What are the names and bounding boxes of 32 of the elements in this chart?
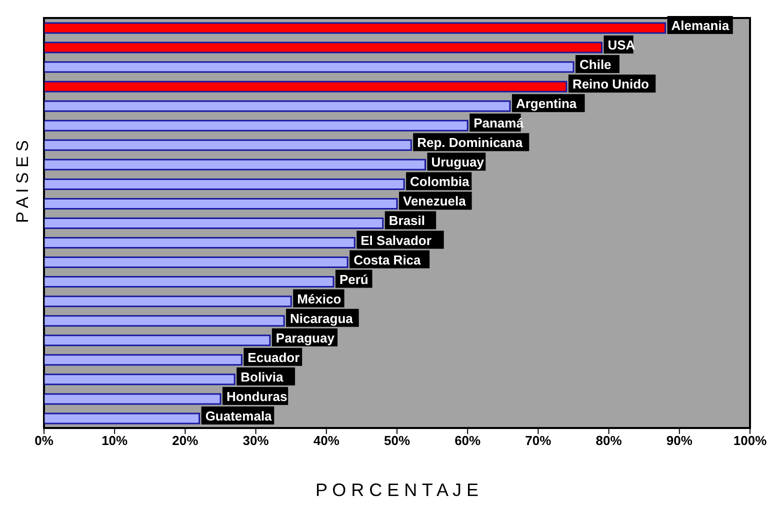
x-tick-label: 20% — [172, 433, 199, 448]
y-tick-label: Chile — [580, 57, 612, 72]
y-tick-label: Colombia — [410, 174, 470, 190]
y-tick-label: Uruguay — [431, 154, 485, 170]
y-tick-label: México — [297, 291, 342, 306]
y-axis-title: P A I S E S — [13, 140, 32, 223]
x-tick-label: 0% — [34, 433, 54, 448]
y-tick-label: Costa Rica — [354, 252, 422, 268]
y-tick-label: Ecuador — [248, 350, 300, 365]
y-tick-label: Paraguay — [276, 330, 336, 346]
y-tick-label: Honduras — [226, 388, 288, 404]
x-tick-label: 70% — [525, 433, 552, 448]
y-tick-label: Argentina — [516, 96, 578, 112]
x-tick-label: 50% — [384, 433, 410, 448]
y-tick-label: Brasil — [388, 213, 426, 228]
y-tick-label: Guatemala — [205, 408, 273, 424]
y-tick-label: Venezuela — [403, 194, 467, 209]
y-tick-label: Alemania — [671, 18, 730, 33]
y-tick-label: Bolivia — [240, 369, 284, 384]
y-tick-label: Rep. Dominicana — [417, 135, 524, 150]
x-tick-label: 90% — [666, 433, 693, 448]
y-tick-label: El Salvador — [360, 232, 432, 248]
x-tick-label: 80% — [596, 433, 622, 448]
x-tick-label: 60% — [454, 433, 482, 448]
x-tick-label: 30% — [242, 433, 270, 448]
y-tick-label: Perú — [339, 272, 368, 287]
y-tick-label: Reino Unido — [572, 76, 650, 92]
y-tick-label: Nicaragua — [290, 310, 354, 326]
x-tick-label: 100% — [733, 433, 768, 448]
x-axis-title: P O R C E N T A J E — [315, 480, 479, 500]
x-tick-label: 40% — [313, 433, 340, 448]
x-tick-label: 10% — [102, 433, 128, 448]
